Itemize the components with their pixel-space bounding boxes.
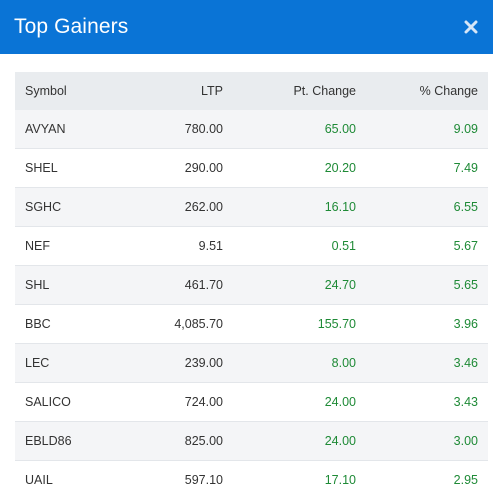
cell-ltp: 461.70 [135, 265, 223, 305]
close-button[interactable] [461, 17, 481, 37]
cell-pt-change: 8.00 [223, 343, 356, 383]
cell-pt-change: 155.70 [223, 304, 356, 344]
cell-symbol: BBC [15, 304, 135, 344]
cell-symbol: SGHC [15, 187, 135, 227]
cell-pct-change: 3.43 [356, 382, 488, 422]
column-header-pt-change[interactable]: Pt. Change [293, 84, 356, 98]
cell-pt-change: 24.00 [223, 382, 356, 422]
cell-ltp: 239.00 [135, 343, 223, 383]
table-row[interactable]: LEC 239.00 8.00 3.46 [15, 343, 488, 383]
cell-pct-change: 3.00 [356, 421, 488, 461]
cell-pct-change: 9.09 [356, 110, 488, 149]
cell-ltp: 9.51 [135, 226, 223, 266]
column-header-ltp[interactable]: LTP [201, 84, 223, 98]
cell-pt-change: 16.10 [223, 187, 356, 227]
table-row[interactable]: SHEL 290.00 20.20 7.49 [15, 148, 488, 188]
cell-ltp: 780.00 [135, 110, 223, 149]
cell-pt-change: 0.51 [223, 226, 356, 266]
modal-header: Top Gainers [0, 0, 493, 54]
cell-pt-change: 65.00 [223, 110, 356, 149]
column-header-symbol[interactable]: Symbol [25, 84, 67, 98]
table-header-row: Symbol LTP Pt. Change % Change [15, 72, 488, 110]
cell-pt-change: 17.10 [223, 460, 356, 493]
table-row[interactable]: UAIL 597.10 17.10 2.95 [15, 460, 488, 493]
table-body: AVYAN 780.00 65.00 9.09 SHEL 290.00 20.20 7.49 S… [15, 110, 488, 493]
close-icon [464, 20, 478, 34]
table-row[interactable]: SHL 461.70 24.70 5.65 [15, 265, 488, 305]
cell-symbol: SHEL [15, 148, 135, 188]
modal-title: Top Gainers [14, 15, 129, 38]
table-row[interactable]: AVYAN 780.00 65.00 9.09 [15, 110, 488, 149]
cell-symbol: EBLD86 [15, 421, 135, 461]
table-row[interactable]: EBLD86 825.00 24.00 3.00 [15, 421, 488, 461]
cell-ltp: 290.00 [135, 148, 223, 188]
table-row[interactable]: BBC 4,085.70 155.70 3.96 [15, 304, 488, 344]
cell-pt-change: 20.20 [223, 148, 356, 188]
cell-pt-change: 24.00 [223, 421, 356, 461]
cell-ltp: 597.10 [135, 460, 223, 493]
cell-pct-change: 5.65 [356, 265, 488, 305]
cell-symbol: UAIL [15, 460, 135, 493]
cell-pct-change: 3.46 [356, 343, 488, 383]
cell-pct-change: 2.95 [356, 460, 488, 493]
table-header: Symbol LTP Pt. Change % Change [15, 72, 488, 110]
cell-pct-change: 5.67 [356, 226, 488, 266]
gainers-table: Symbol LTP Pt. Change % Change AVYAN 780.… [15, 72, 488, 493]
cell-symbol: AVYAN [15, 110, 135, 149]
cell-symbol: SHL [15, 265, 135, 305]
cell-pct-change: 3.96 [356, 304, 488, 344]
cell-symbol: NEF [15, 226, 135, 266]
cell-pct-change: 7.49 [356, 148, 488, 188]
cell-symbol: SALICO [15, 382, 135, 422]
cell-ltp: 4,085.70 [135, 304, 223, 344]
cell-ltp: 724.00 [135, 382, 223, 422]
gainers-table-container: Symbol LTP Pt. Change % Change AVYAN 780.… [15, 72, 488, 493]
column-header-pct-change[interactable]: % Change [419, 84, 478, 98]
cell-pt-change: 24.70 [223, 265, 356, 305]
table-row[interactable]: NEF 9.51 0.51 5.67 [15, 226, 488, 266]
table-row[interactable]: SGHC 262.00 16.10 6.55 [15, 187, 488, 227]
table-row[interactable]: SALICO 724.00 24.00 3.43 [15, 382, 488, 422]
cell-pct-change: 6.55 [356, 187, 488, 227]
cell-ltp: 262.00 [135, 187, 223, 227]
cell-symbol: LEC [15, 343, 135, 383]
cell-ltp: 825.00 [135, 421, 223, 461]
